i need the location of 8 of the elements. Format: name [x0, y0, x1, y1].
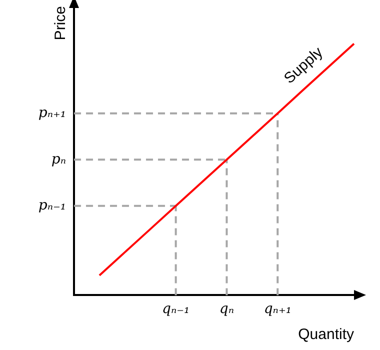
y-axis-title: Price: [52, 6, 70, 40]
ref-line-label: pₙ₋₁: [38, 198, 66, 214]
x-tick-label: qₙ: [219, 301, 234, 318]
x-tick-label: qₙ₊₁: [264, 301, 292, 318]
ref-line-label: pₙ₊₁: [38, 105, 66, 122]
x-axis-title: Quantity: [298, 326, 354, 344]
x-tick-label: qₙ₋₁: [162, 301, 190, 318]
ref-line-label: pₙ: [51, 151, 66, 168]
